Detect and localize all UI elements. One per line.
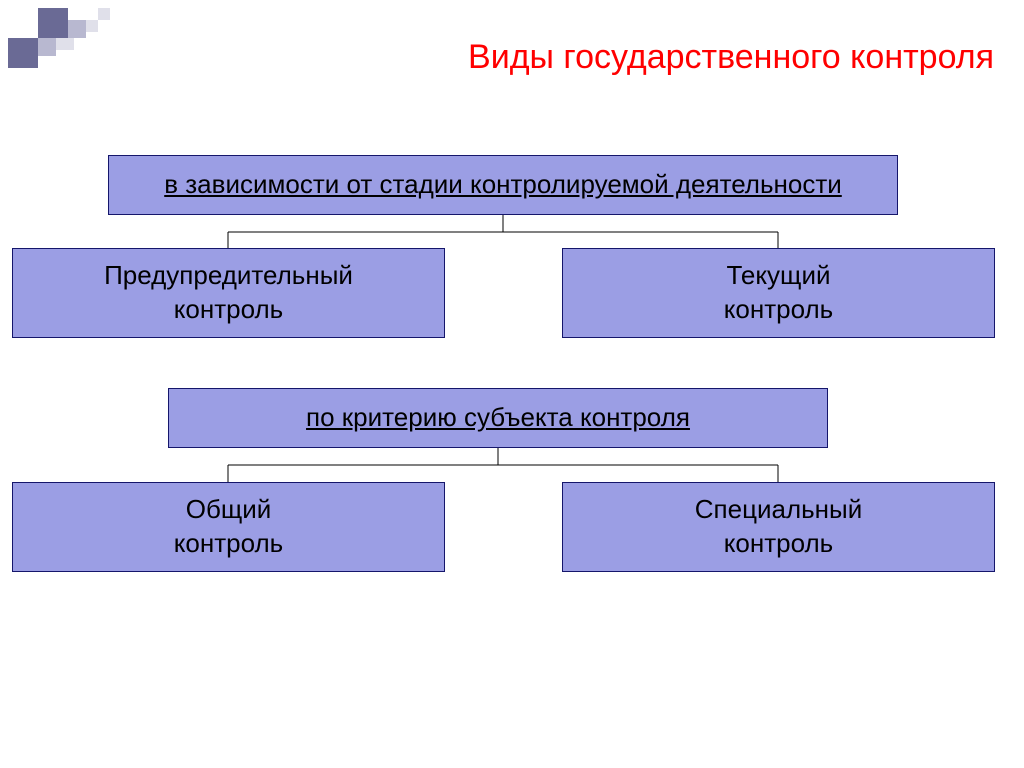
group1-left-text: Предупредительныйконтроль <box>104 259 353 327</box>
group2-right-box: Специальныйконтроль <box>562 482 995 572</box>
group1-left-box: Предупредительныйконтроль <box>12 248 445 338</box>
group2-left-box: Общийконтроль <box>12 482 445 572</box>
group1-header-box: в зависимости от стадии контролируемой д… <box>108 155 898 215</box>
group2-header-text: по критерию субъекта контроля <box>306 401 690 435</box>
connector-lines <box>0 0 1024 768</box>
slide-title: Виды государственного контроля <box>0 38 994 77</box>
group2-right-text: Специальныйконтроль <box>695 493 862 561</box>
group2-header-box: по критерию субъекта контроля <box>168 388 828 448</box>
group1-header-text: в зависимости от стадии контролируемой д… <box>164 168 842 202</box>
group1-right-text: Текущийконтроль <box>724 259 833 327</box>
group2-left-text: Общийконтроль <box>174 493 283 561</box>
group1-right-box: Текущийконтроль <box>562 248 995 338</box>
